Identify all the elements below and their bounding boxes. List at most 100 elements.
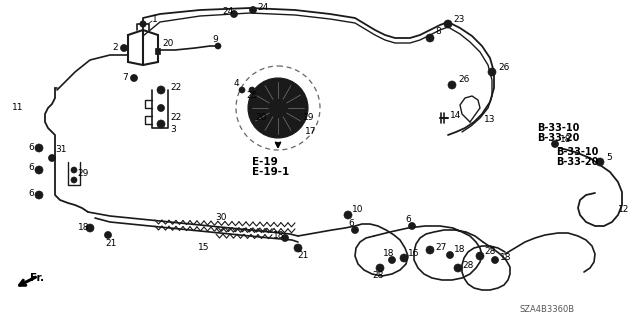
Circle shape xyxy=(351,226,358,234)
Circle shape xyxy=(490,70,494,74)
Text: 7: 7 xyxy=(122,73,128,83)
Circle shape xyxy=(72,168,76,172)
Circle shape xyxy=(294,244,302,252)
Circle shape xyxy=(157,120,165,128)
Circle shape xyxy=(71,167,77,173)
Circle shape xyxy=(157,105,164,112)
Circle shape xyxy=(378,266,382,270)
Text: 21: 21 xyxy=(297,251,308,261)
Text: 12: 12 xyxy=(618,205,629,214)
Circle shape xyxy=(37,168,41,172)
Circle shape xyxy=(428,248,432,252)
Circle shape xyxy=(132,76,136,80)
Circle shape xyxy=(215,43,221,49)
Text: 28: 28 xyxy=(484,248,495,256)
Circle shape xyxy=(408,222,415,229)
Circle shape xyxy=(552,140,559,147)
Text: 25: 25 xyxy=(246,92,257,100)
Text: 15: 15 xyxy=(198,243,209,253)
Text: 16: 16 xyxy=(408,249,419,258)
Circle shape xyxy=(239,87,245,93)
Circle shape xyxy=(410,224,413,228)
Circle shape xyxy=(553,142,557,146)
Circle shape xyxy=(104,232,111,239)
Circle shape xyxy=(122,46,125,50)
Text: 31: 31 xyxy=(55,145,67,154)
Circle shape xyxy=(268,98,288,118)
Circle shape xyxy=(488,68,496,76)
Text: 18: 18 xyxy=(454,246,465,255)
Circle shape xyxy=(35,191,43,199)
Text: 6: 6 xyxy=(28,144,34,152)
Circle shape xyxy=(230,11,237,18)
Text: E-19-1: E-19-1 xyxy=(252,167,289,177)
Text: 26: 26 xyxy=(498,63,509,72)
Circle shape xyxy=(232,12,236,16)
Text: 9: 9 xyxy=(212,35,218,44)
Circle shape xyxy=(249,87,255,93)
Text: B-33-20: B-33-20 xyxy=(556,157,598,167)
Text: 4: 4 xyxy=(234,79,239,88)
Circle shape xyxy=(159,88,163,92)
Circle shape xyxy=(390,258,394,262)
Circle shape xyxy=(426,246,434,254)
Circle shape xyxy=(284,236,287,240)
Circle shape xyxy=(344,211,352,219)
Circle shape xyxy=(446,22,450,26)
Circle shape xyxy=(476,252,484,260)
Circle shape xyxy=(88,226,92,230)
Circle shape xyxy=(250,6,257,13)
Text: 10: 10 xyxy=(352,205,364,214)
Text: 13: 13 xyxy=(484,115,495,124)
Circle shape xyxy=(250,88,253,92)
Text: B-33-10: B-33-10 xyxy=(556,147,598,157)
Text: Fr.: Fr. xyxy=(30,273,44,283)
Circle shape xyxy=(86,224,94,232)
Circle shape xyxy=(157,86,165,94)
Text: 18: 18 xyxy=(383,249,394,258)
Circle shape xyxy=(35,166,43,174)
Text: 21: 21 xyxy=(105,240,116,249)
Text: 3: 3 xyxy=(170,125,176,135)
Circle shape xyxy=(216,44,220,48)
Text: 8: 8 xyxy=(435,27,441,36)
Text: 6: 6 xyxy=(348,219,354,227)
Circle shape xyxy=(353,228,356,232)
Circle shape xyxy=(493,258,497,262)
Text: SZA4B3360B: SZA4B3360B xyxy=(520,306,575,315)
Circle shape xyxy=(402,256,406,260)
Circle shape xyxy=(448,253,452,257)
Circle shape xyxy=(49,154,56,161)
Text: 30: 30 xyxy=(215,213,227,222)
Circle shape xyxy=(159,122,163,126)
Text: 11: 11 xyxy=(12,103,24,113)
Text: 18: 18 xyxy=(273,231,285,240)
Circle shape xyxy=(252,8,255,12)
Text: 17: 17 xyxy=(305,128,317,137)
Circle shape xyxy=(444,20,452,28)
Text: 5: 5 xyxy=(606,153,612,162)
Circle shape xyxy=(260,90,296,126)
Text: 6: 6 xyxy=(28,189,34,198)
Text: 6: 6 xyxy=(405,216,411,225)
Circle shape xyxy=(273,103,283,113)
Text: 24: 24 xyxy=(257,3,268,11)
Bar xyxy=(154,48,159,54)
Circle shape xyxy=(106,233,109,237)
Circle shape xyxy=(248,78,308,138)
Circle shape xyxy=(400,254,408,262)
Text: 14: 14 xyxy=(450,110,461,120)
Text: 28: 28 xyxy=(372,271,383,279)
Text: B-33-20: B-33-20 xyxy=(537,133,579,143)
Circle shape xyxy=(37,146,41,150)
Text: 23: 23 xyxy=(453,16,465,25)
Circle shape xyxy=(37,193,41,197)
Text: 28: 28 xyxy=(462,261,474,270)
Text: 18: 18 xyxy=(500,253,511,262)
Text: 29: 29 xyxy=(77,168,88,177)
Text: 6: 6 xyxy=(28,164,34,173)
Text: 2: 2 xyxy=(112,43,118,53)
Text: 1: 1 xyxy=(152,14,157,24)
Circle shape xyxy=(492,256,499,263)
Circle shape xyxy=(376,264,384,272)
